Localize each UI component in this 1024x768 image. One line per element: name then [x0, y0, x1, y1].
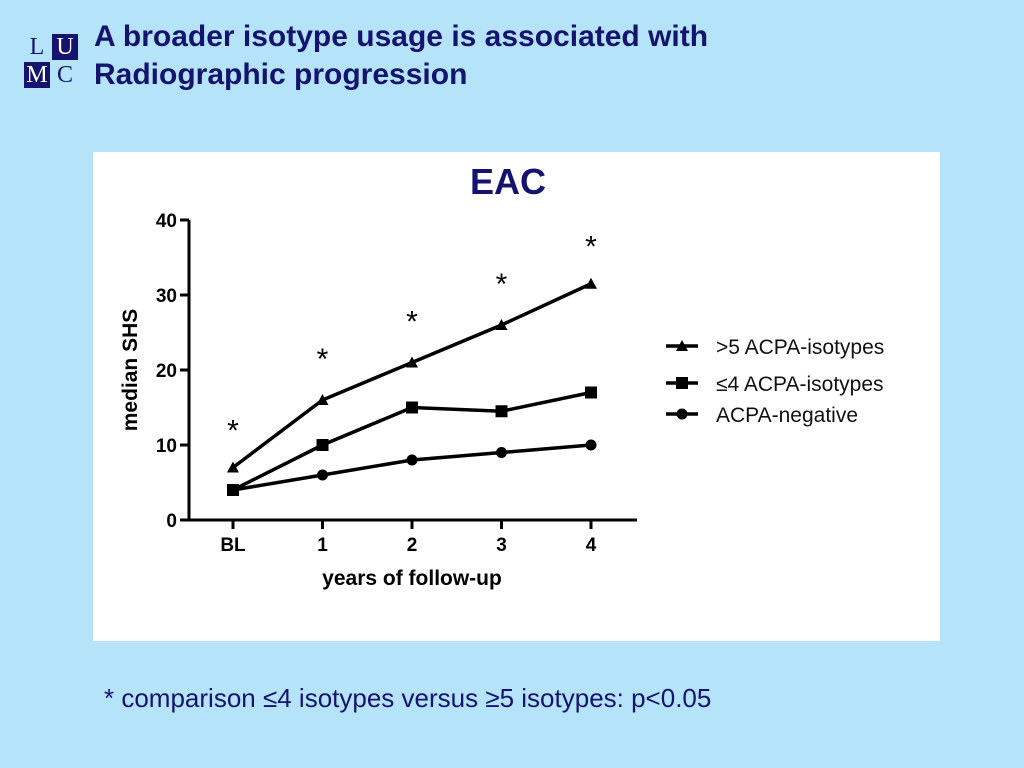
series-1-point — [495, 319, 508, 330]
slide-title-line-1: A broader isotype usage is associated wi… — [94, 20, 709, 53]
series-1-point — [585, 277, 597, 289]
significance-asterisk: * — [406, 306, 418, 339]
legend-marker-1 — [676, 340, 688, 351]
x-tick-label: 4 — [586, 535, 597, 556]
y-tick-label: 10 — [156, 436, 177, 457]
series-3-point — [317, 469, 328, 481]
logo-letter-u: U — [52, 34, 78, 60]
x-axis-label: years of follow-up — [322, 567, 502, 590]
line-chart: EAC median SHS years of follow-up 0 10 20 3… — [119, 161, 884, 590]
significance-asterisk: * — [227, 414, 239, 447]
chart-panel: EAC median SHS years of follow-up 0 10 20 3… — [93, 152, 940, 641]
series-line-3 — [232, 443, 592, 492]
legend-label-2: ≤4 ACPA-isotypes — [716, 373, 884, 396]
logo-letter-m: M — [24, 62, 50, 88]
y-tick-label: 0 — [166, 511, 177, 532]
x-tick-label: BL — [220, 535, 246, 556]
chart-title: EAC — [470, 161, 546, 202]
y-tick-label: 40 — [156, 211, 177, 232]
significance-asterisk: * — [317, 343, 329, 376]
legend-marker-3 — [676, 408, 688, 420]
series-3-point — [585, 439, 597, 451]
significance-asterisk: * — [496, 268, 508, 301]
legend-label-1: >5 ACPA-isotypes — [716, 336, 884, 359]
y-tick-label: 20 — [156, 361, 177, 382]
y-tick-label: 30 — [156, 286, 177, 307]
series-2-point — [495, 405, 508, 418]
legend-marker-2 — [676, 377, 688, 389]
series-3-point — [227, 484, 239, 496]
logo-letter-c: C — [56, 62, 73, 88]
x-tick-label: 3 — [496, 535, 507, 556]
series-3-point — [406, 454, 418, 466]
series-2-point — [316, 439, 329, 451]
y-axis-label: median SHS — [119, 309, 142, 432]
footnote: * comparison ≤4 isotypes versus ≥5 isoty… — [104, 683, 712, 713]
x-tick-label: 2 — [407, 535, 418, 556]
series-1-point — [227, 461, 239, 473]
series-2-point — [406, 401, 418, 414]
slide-title: A broader isotype usage is associated wi… — [94, 18, 994, 94]
series-1-point — [316, 394, 329, 405]
legend-label-3: ACPA-negative — [716, 404, 858, 427]
x-tick-label: 1 — [317, 535, 328, 556]
lumc-logo: L U M C — [24, 34, 78, 88]
series-2-point — [585, 386, 597, 399]
series-1-point — [406, 356, 418, 368]
slide-title-line-2: Radiographic progression — [94, 58, 468, 91]
logo-letter-l: L — [29, 34, 45, 60]
series-3-point — [496, 447, 507, 458]
significance-asterisk: * — [585, 231, 597, 264]
